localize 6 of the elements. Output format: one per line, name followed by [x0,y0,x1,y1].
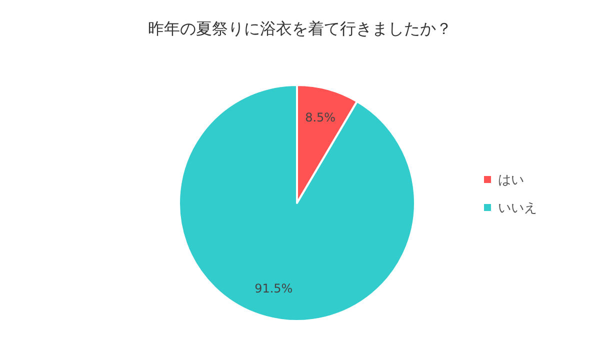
data-label: 91.5% [254,281,293,296]
pie-slice [178,84,416,322]
chart-title: 昨年の夏祭りに浴衣を着て行きましたか？ [148,19,452,38]
legend-label: いいえ [498,201,537,216]
data-label: 8.5% [305,110,336,125]
legend-label: はい [498,173,524,188]
